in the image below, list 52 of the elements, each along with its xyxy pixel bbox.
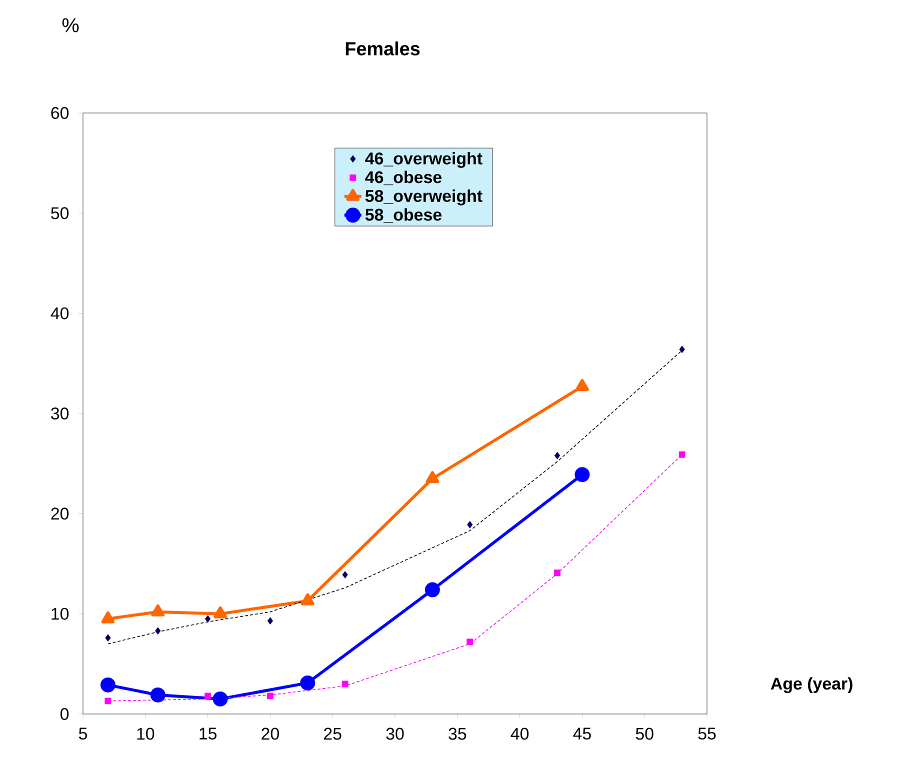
point: [554, 452, 560, 460]
y-tick-label: 30: [51, 408, 69, 420]
x-tick-label: 25: [324, 728, 342, 740]
point: [426, 471, 440, 484]
x-tick-label: 5: [78, 728, 87, 740]
point: [300, 593, 314, 606]
point: [342, 571, 348, 578]
x-tick-label: 50: [636, 728, 654, 740]
legend-label: 58_obese: [365, 208, 442, 223]
x-tick-label: 30: [386, 728, 404, 740]
point: [101, 611, 115, 624]
x-tick-label: 55: [698, 728, 716, 740]
legend-label: 58_overweight: [365, 190, 482, 206]
point: [267, 692, 274, 700]
x-tick-label: 20: [262, 728, 279, 740]
point: [554, 570, 560, 576]
point: [204, 615, 211, 623]
x-tick-label: 15: [200, 728, 216, 740]
point: [574, 467, 590, 482]
y-tick-label: 20: [51, 508, 69, 520]
legend-label: 46_obese: [365, 170, 442, 186]
x-axis-title: Age (year): [770, 677, 852, 694]
point: [679, 346, 685, 354]
y-axis-title: %: [62, 18, 79, 32]
y-tick-label: 60: [51, 107, 69, 119]
point: [105, 634, 111, 642]
y-tick-label: 10: [52, 608, 69, 620]
point: [155, 627, 161, 635]
x-tick-label: 45: [573, 728, 591, 740]
point: [467, 520, 473, 528]
y-tick-label: 40: [50, 307, 69, 320]
legend-label: 46_overweight: [365, 152, 482, 168]
chart-title: Females: [346, 42, 420, 56]
point: [267, 617, 274, 625]
point: [300, 675, 316, 690]
point: [150, 687, 166, 702]
point: [466, 638, 474, 646]
point: [214, 606, 227, 618]
point: [204, 692, 211, 700]
y-tick-label: 0: [60, 708, 69, 720]
point: [212, 691, 228, 706]
x-tick-label: 35: [448, 728, 466, 740]
point: [424, 582, 440, 598]
point: [100, 677, 116, 692]
y-tick-label: 50: [51, 207, 69, 220]
x-tick-label: 10: [137, 728, 154, 740]
point: [678, 451, 686, 458]
point: [104, 698, 112, 704]
point: [576, 378, 589, 391]
point: [151, 604, 165, 616]
x-tick-label: 40: [510, 728, 529, 740]
point: [342, 680, 348, 688]
